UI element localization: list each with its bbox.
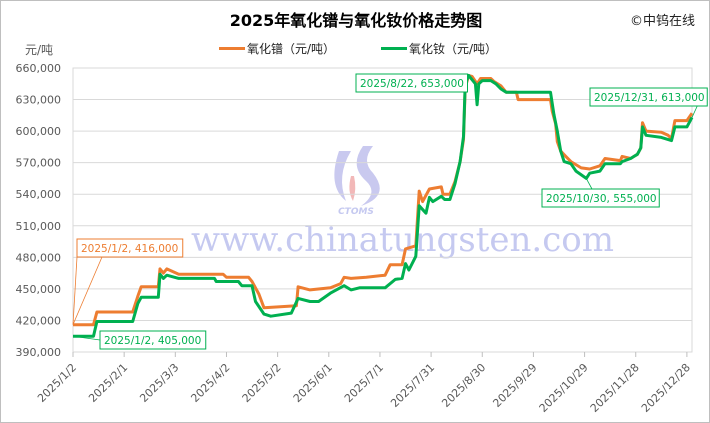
y-tick-label: 540,000 bbox=[16, 188, 62, 201]
label-box bbox=[541, 188, 660, 208]
y-tick-label: 480,000 bbox=[16, 251, 62, 264]
y-tick-label: 390,000 bbox=[16, 346, 62, 359]
x-tick-label: 2025/6/1 bbox=[291, 361, 335, 405]
legend-label: 氧化镨（元/吨） bbox=[247, 42, 336, 56]
label-box bbox=[355, 73, 468, 93]
legend-swatch-green bbox=[381, 47, 407, 50]
y-tick-label: 600,000 bbox=[16, 125, 62, 138]
legend-item-praseodymium: 氧化镨（元/吨） bbox=[219, 40, 335, 57]
x-tick-label: 2025/7/31 bbox=[388, 361, 437, 410]
y-tick-label: 570,000 bbox=[16, 157, 62, 170]
y-tick-label: 660,000 bbox=[16, 62, 62, 75]
label-leader-line bbox=[585, 178, 593, 190]
x-tick-label: 2025/1/2 bbox=[35, 361, 79, 405]
data-label: 2025/1/2, 405,000 bbox=[72, 330, 207, 350]
legend-label: 氧化钕（元/吨） bbox=[409, 42, 498, 56]
x-tick-label: 2025/10/29 bbox=[537, 361, 591, 415]
label-leader-line bbox=[72, 256, 103, 325]
label-text: 2025/10/30, 555,000 bbox=[546, 193, 657, 205]
series-line-neodymium bbox=[73, 73, 694, 338]
label-box bbox=[76, 238, 184, 258]
label-text: 2025/12/31, 613,000 bbox=[594, 92, 705, 104]
x-tick-label: 2025/5/2 bbox=[240, 361, 284, 405]
copyright-label: ©中钨在线 bbox=[629, 14, 695, 29]
data-label: 2025/10/30, 555,000 bbox=[541, 178, 660, 208]
x-tick-label: 2025/11/28 bbox=[588, 361, 642, 415]
watermark-logo-text: CTOMS bbox=[338, 207, 374, 217]
label-text: 2025/1/2, 416,000 bbox=[81, 243, 178, 255]
y-tick-label: 420,000 bbox=[16, 314, 62, 327]
x-tick-label: 2025/3/3 bbox=[137, 361, 181, 405]
data-label: 2025/12/31, 613,000 bbox=[589, 87, 708, 118]
label-leader-line bbox=[691, 105, 698, 118]
y-tick-label: 450,000 bbox=[16, 283, 62, 296]
data-label: 2025/1/2, 416,000 bbox=[72, 238, 184, 325]
label-text: 2025/8/22, 653,000 bbox=[360, 78, 464, 90]
x-tick-label: 2025/12/28 bbox=[639, 361, 693, 415]
chart-title: 2025年氧化镨与氧化钕价格走势图 bbox=[229, 11, 483, 30]
plot-border bbox=[72, 67, 693, 353]
label-leader-line bbox=[72, 256, 78, 325]
x-tick-label: 2025/4/2 bbox=[188, 361, 232, 405]
watermark-text: www.chinatungsten.com bbox=[191, 220, 614, 260]
watermark-logo-icon bbox=[334, 151, 351, 201]
x-tick-label: 2025/2/1 bbox=[86, 361, 130, 405]
y-tick-label: 630,000 bbox=[16, 94, 62, 107]
legend-item-neodymium: 氧化钕（元/吨） bbox=[381, 40, 497, 57]
data-label: 2025/8/22, 653,000 bbox=[355, 73, 470, 93]
x-tick-label: 2025/8/30 bbox=[439, 361, 488, 410]
watermark-logo-icon bbox=[356, 146, 380, 206]
label-leader-line bbox=[72, 335, 101, 341]
legend-swatch-orange bbox=[219, 47, 245, 50]
x-tick-label: 2025/7/1 bbox=[342, 361, 386, 405]
y-tick-label: 510,000 bbox=[16, 220, 62, 233]
label-box bbox=[589, 87, 708, 107]
y-axis-unit: 元/吨 bbox=[25, 43, 54, 57]
label-box bbox=[99, 330, 207, 350]
label-text: 2025/1/2, 405,000 bbox=[104, 335, 201, 347]
watermark-logo-icon bbox=[349, 176, 356, 201]
x-tick-label: 2025/9/29 bbox=[490, 361, 539, 410]
